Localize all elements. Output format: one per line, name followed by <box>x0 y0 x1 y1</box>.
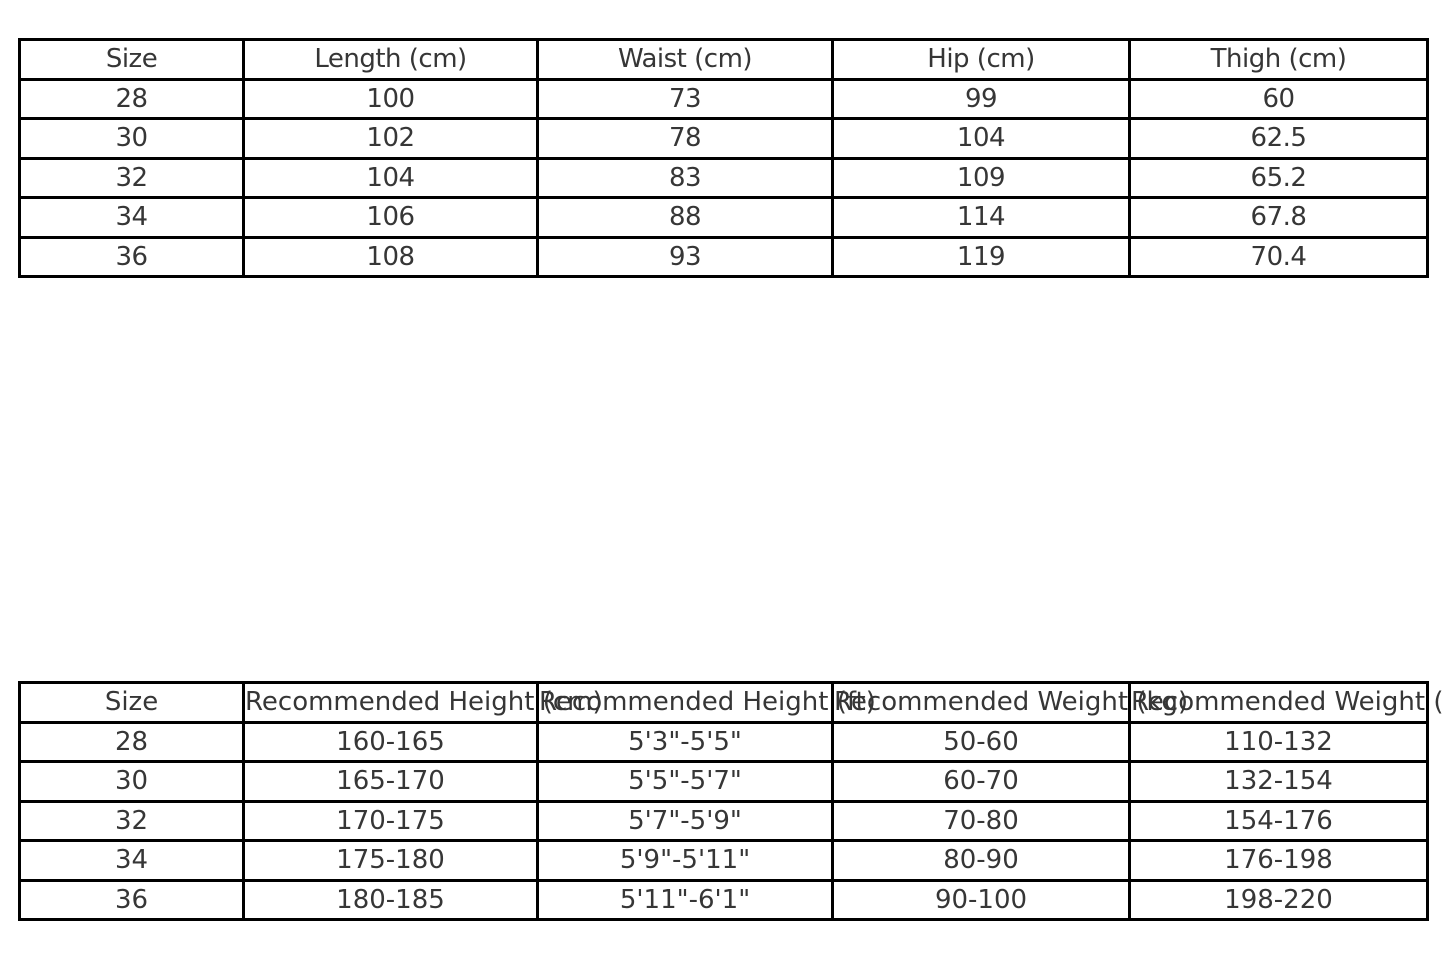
column-header-length: Length (cm) <box>242 38 539 81</box>
column-header-label: Recommended Weight (kg) <box>834 687 1189 718</box>
table-cell: 160-165 <box>242 720 539 763</box>
table-cell: 106 <box>242 196 539 239</box>
table-cell: 65.2 <box>1128 156 1429 199</box>
table-cell: 5'11"-6'1" <box>536 878 834 921</box>
column-header-label: Hip (cm) <box>927 44 1035 75</box>
table-cell: 80-90 <box>831 839 1131 882</box>
column-header-size: Size <box>18 38 245 81</box>
table-cell: 30 <box>18 760 245 803</box>
column-header-size: Size <box>18 681 245 724</box>
column-header-height-cm: Recommended Height (cm) <box>242 681 603 724</box>
table-cell: 88 <box>536 196 834 239</box>
table-cell: 5'9"-5'11" <box>536 839 834 882</box>
table-cell: 102 <box>242 117 539 160</box>
table-cell: 50-60 <box>831 720 1131 763</box>
table-cell: 5'5"-5'7" <box>536 760 834 803</box>
table-cell: 60-70 <box>831 760 1131 803</box>
table-cell: 108 <box>242 235 539 278</box>
table-cell: 99 <box>831 77 1131 120</box>
column-header-thigh: Thigh (cm) <box>1128 38 1429 81</box>
table-cell: 60 <box>1128 77 1429 120</box>
table-cell: 78 <box>536 117 834 160</box>
column-header-label: Recommended Height (ft) <box>539 687 876 718</box>
table-cell: 5'7"-5'9" <box>536 799 834 842</box>
table-cell: 154-176 <box>1128 799 1429 842</box>
table-cell: 104 <box>831 117 1131 160</box>
table-cell: 170-175 <box>242 799 539 842</box>
table-row: 28 160-165 5'3"-5'5" 50-60 110-132 <box>18 720 1429 763</box>
table-cell: 165-170 <box>242 760 539 803</box>
table-cell: 5'3"-5'5" <box>536 720 834 763</box>
table-cell: 70-80 <box>831 799 1131 842</box>
table-cell: 93 <box>536 235 834 278</box>
header-row: Size Recommended Height (cm) Recommended… <box>18 681 1445 724</box>
table-cell: 132-154 <box>1128 760 1429 803</box>
table-cell: 67.8 <box>1128 196 1429 239</box>
table-cell: 28 <box>18 77 245 120</box>
column-header-label: Recommended Height (cm) <box>245 687 603 718</box>
table-row: 34 175-180 5'9"-5'11" 80-90 176-198 <box>18 839 1429 882</box>
size-measurements-table: Size Length (cm) Waist (cm) Hip (cm) Thi… <box>18 38 1429 278</box>
column-header-label: Waist (cm) <box>617 44 753 75</box>
table-cell: 34 <box>18 839 245 882</box>
column-header-weight-lbs: Recommended Weight (lbs) <box>1128 681 1445 724</box>
table-row: 28 100 73 99 60 <box>18 77 1429 120</box>
column-header-label: Size <box>104 687 159 718</box>
column-header-label: Thigh (cm) <box>1210 44 1347 75</box>
table-cell: 180-185 <box>242 878 539 921</box>
table-cell: 104 <box>242 156 539 199</box>
table-cell: 30 <box>18 117 245 160</box>
table-cell: 62.5 <box>1128 117 1429 160</box>
table-cell: 100 <box>242 77 539 120</box>
table-cell: 28 <box>18 720 245 763</box>
table-cell: 198-220 <box>1128 878 1429 921</box>
column-header-label: Recommended Weight (lbs) <box>1131 687 1445 718</box>
table-row: 32 104 83 109 65.2 <box>18 156 1429 199</box>
table-cell: 114 <box>831 196 1131 239</box>
column-header-waist: Waist (cm) <box>536 38 834 81</box>
table-cell: 83 <box>536 156 834 199</box>
column-header-height-ft: Recommended Height (ft) <box>536 681 876 724</box>
table-row: 30 102 78 104 62.5 <box>18 117 1429 160</box>
table-cell: 34 <box>18 196 245 239</box>
table-cell: 32 <box>18 156 245 199</box>
table-row: 36 180-185 5'11"-6'1" 90-100 198-220 <box>18 878 1429 921</box>
column-header-hip: Hip (cm) <box>831 38 1131 81</box>
table-cell: 109 <box>831 156 1131 199</box>
table-cell: 175-180 <box>242 839 539 882</box>
table-cell: 36 <box>18 878 245 921</box>
table-cell: 110-132 <box>1128 720 1429 763</box>
table-row: 34 106 88 114 67.8 <box>18 196 1429 239</box>
table-cell: 73 <box>536 77 834 120</box>
table-row: 36 108 93 119 70.4 <box>18 235 1429 278</box>
table-cell: 176-198 <box>1128 839 1429 882</box>
table-cell: 90-100 <box>831 878 1131 921</box>
fit-recommendations-table: Size Recommended Height (cm) Recommended… <box>18 681 1445 921</box>
column-header-weight-kg: Recommended Weight (kg) <box>831 681 1189 724</box>
table-row: 30 165-170 5'5"-5'7" 60-70 132-154 <box>18 760 1429 803</box>
table-cell: 32 <box>18 799 245 842</box>
table-cell: 70.4 <box>1128 235 1429 278</box>
header-row: Size Length (cm) Waist (cm) Hip (cm) Thi… <box>18 38 1429 81</box>
table-cell: 119 <box>831 235 1131 278</box>
column-header-label: Size <box>105 44 158 75</box>
table-row: 32 170-175 5'7"-5'9" 70-80 154-176 <box>18 799 1429 842</box>
column-header-label: Length (cm) <box>314 44 467 75</box>
table-cell: 36 <box>18 235 245 278</box>
